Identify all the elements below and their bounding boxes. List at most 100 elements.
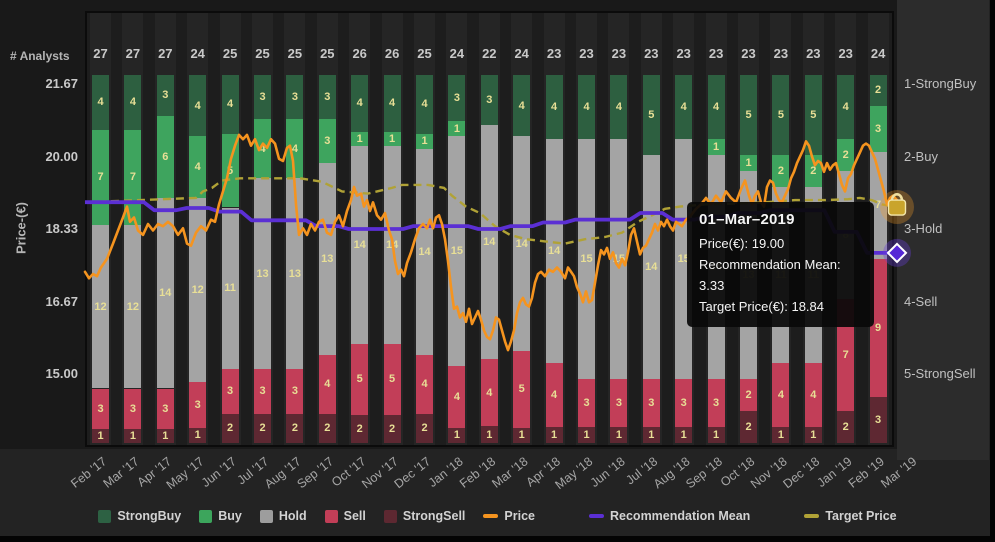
bar-segment-strongsell[interactable]: 1 (480, 426, 498, 443)
bar-segment-strongsell[interactable]: 1 (707, 427, 725, 443)
bar-segment-hold[interactable]: 13 (286, 178, 304, 370)
bar-segment-strongbuy[interactable]: 4 (675, 75, 693, 139)
bar-segment-strongbuy[interactable]: 5 (642, 75, 660, 155)
bar-segment-strongsell[interactable]: 2 (254, 413, 271, 443)
bar-segment-buy[interactable]: 4 (254, 119, 271, 179)
bar-segment-hold[interactable]: 15 (578, 139, 595, 379)
bar-segment-buy[interactable]: 7 (124, 129, 142, 225)
bar-segment-hold[interactable]: 12 (189, 197, 207, 382)
bar-segment-hold[interactable]: 12 (92, 224, 109, 389)
bar-segment-sell[interactable]: 5 (513, 351, 531, 428)
bar-segment-strongbuy[interactable]: 4 (837, 75, 855, 139)
bar-segment-strongsell[interactable]: 1 (513, 427, 531, 443)
bar-segment-hold[interactable]: 14 (513, 136, 531, 351)
bar-segment-strongsell[interactable]: 1 (642, 427, 660, 443)
bar-segment-buy[interactable]: 1 (740, 155, 757, 171)
legend-item-hold[interactable]: Hold (259, 509, 307, 523)
bar-segment-strongsell[interactable]: 2 (383, 414, 401, 443)
legend-item-recommendation-mean[interactable]: Recommendation Mean (589, 509, 750, 523)
bar-segment-strongsell[interactable]: 1 (124, 429, 142, 443)
bar-segment-strongsell[interactable]: 2 (351, 414, 369, 443)
bar-segment-sell[interactable]: 4 (448, 366, 466, 428)
legend-item-sell[interactable]: Sell (324, 509, 366, 523)
bar-segment-strongsell[interactable]: 2 (318, 413, 336, 443)
bar-segment-strongbuy[interactable]: 3 (286, 75, 304, 120)
bar-segment-strongbuy[interactable]: 3 (318, 75, 336, 120)
bar-segment-sell[interactable]: 2 (740, 379, 757, 411)
legend-item-target-price[interactable]: Target Price (804, 509, 897, 523)
bar-segment-strongsell[interactable]: 1 (92, 429, 109, 443)
bar-segment-sell[interactable]: 3 (221, 369, 239, 414)
bar-segment-hold[interactable]: 13 (254, 178, 271, 370)
bar-segment-hold[interactable]: 15 (610, 139, 628, 379)
bar-segment-buy[interactable]: 3 (318, 119, 336, 164)
bar-segment-buy[interactable]: 1 (416, 133, 433, 149)
bar-segment-hold[interactable]: 14 (416, 148, 433, 355)
legend-item-price[interactable]: Price (483, 509, 535, 523)
bar-segment-sell[interactable]: 3 (707, 379, 725, 427)
bar-segment-hold[interactable]: 12 (124, 224, 142, 389)
bar-segment-strongbuy[interactable]: 3 (254, 75, 271, 120)
bar-segment-hold[interactable]: 14 (156, 197, 174, 389)
bar-segment-strongbuy[interactable]: 4 (221, 75, 239, 134)
bar-segment-strongbuy[interactable]: 4 (383, 75, 401, 132)
bar-segment-sell[interactable]: 3 (124, 388, 142, 430)
bar-segment-strongbuy[interactable]: 4 (124, 75, 142, 130)
bar-segment-buy[interactable]: 7 (92, 129, 109, 225)
bar-segment-sell[interactable]: 3 (156, 388, 174, 430)
bar-segment-strongbuy[interactable]: 4 (351, 75, 369, 132)
legend-item-strongbuy[interactable]: StrongBuy (98, 509, 181, 523)
legend-item-strongsell[interactable]: StrongSell (383, 509, 465, 523)
bar-segment-strongbuy[interactable]: 3 (156, 75, 174, 116)
bar-segment-strongsell[interactable]: 1 (578, 427, 595, 443)
bar-segment-buy[interactable]: 1 (383, 131, 401, 146)
bar-segment-buy[interactable]: 2 (837, 139, 855, 171)
bar-segment-strongsell[interactable]: 2 (740, 411, 757, 443)
bar-segment-hold[interactable]: 14 (383, 145, 401, 344)
bar-segment-buy[interactable]: 1 (707, 139, 725, 155)
bar-segment-sell[interactable]: 3 (189, 381, 207, 428)
bar-segment-buy[interactable]: 5 (221, 133, 239, 208)
bar-segment-strongsell[interactable]: 1 (156, 429, 174, 443)
legend-item-buy[interactable]: Buy (199, 509, 242, 523)
bar-segment-strongbuy[interactable]: 4 (610, 75, 628, 139)
bar-segment-buy[interactable]: 2 (804, 155, 822, 187)
bar-segment-sell[interactable]: 4 (416, 354, 433, 414)
bar-segment-sell[interactable]: 3 (254, 369, 271, 414)
bar-segment-sell[interactable]: 4 (545, 363, 563, 427)
bar-segment-strongsell[interactable]: 1 (610, 427, 628, 443)
bar-segment-strongbuy[interactable]: 4 (513, 75, 531, 137)
bar-segment-strongbuy[interactable]: 2 (869, 75, 887, 106)
bar-segment-buy[interactable]: 1 (351, 131, 369, 146)
bar-segment-buy[interactable]: 3 (869, 105, 887, 152)
bar-segment-sell[interactable]: 3 (578, 379, 595, 427)
bar-segment-sell[interactable]: 4 (772, 363, 790, 427)
bar-segment-sell[interactable]: 3 (92, 388, 109, 430)
bar-segment-strongbuy[interactable]: 4 (578, 75, 595, 139)
bar-segment-sell[interactable]: 3 (286, 369, 304, 414)
bar-segment-strongsell[interactable]: 3 (869, 397, 887, 443)
bar-segment-hold[interactable]: 15 (448, 136, 466, 367)
bar-segment-buy[interactable]: 4 (189, 136, 207, 198)
bar-segment-hold[interactable]: 14 (480, 125, 498, 360)
bar-segment-buy[interactable]: 4 (286, 119, 304, 179)
bar-segment-strongbuy[interactable]: 4 (189, 75, 207, 137)
bar-segment-strongsell[interactable]: 1 (675, 427, 693, 443)
bar-segment-sell[interactable]: 5 (351, 343, 369, 415)
bar-segment-sell[interactable]: 3 (642, 379, 660, 427)
bar-segment-sell[interactable]: 3 (675, 379, 693, 427)
bar-segment-hold[interactable]: 14 (545, 139, 563, 363)
bar-segment-buy[interactable]: 1 (448, 121, 466, 137)
bar-segment-hold[interactable]: 14 (642, 155, 660, 379)
bar-segment-hold[interactable]: 13 (318, 163, 336, 355)
bar-segment-strongbuy[interactable]: 3 (448, 75, 466, 121)
bar-segment-strongsell[interactable]: 1 (448, 427, 466, 443)
bar-segment-strongsell[interactable]: 1 (804, 427, 822, 443)
bar-segment-strongbuy[interactable]: 4 (92, 75, 109, 130)
bar-segment-strongbuy[interactable]: 4 (707, 75, 725, 139)
bar-segment-sell[interactable]: 4 (318, 354, 336, 414)
bar-segment-hold[interactable]: 11 (221, 207, 239, 370)
bar-segment-strongsell[interactable]: 1 (545, 427, 563, 443)
bar-segment-sell[interactable]: 4 (480, 359, 498, 427)
bar-segment-buy[interactable]: 6 (156, 115, 174, 198)
